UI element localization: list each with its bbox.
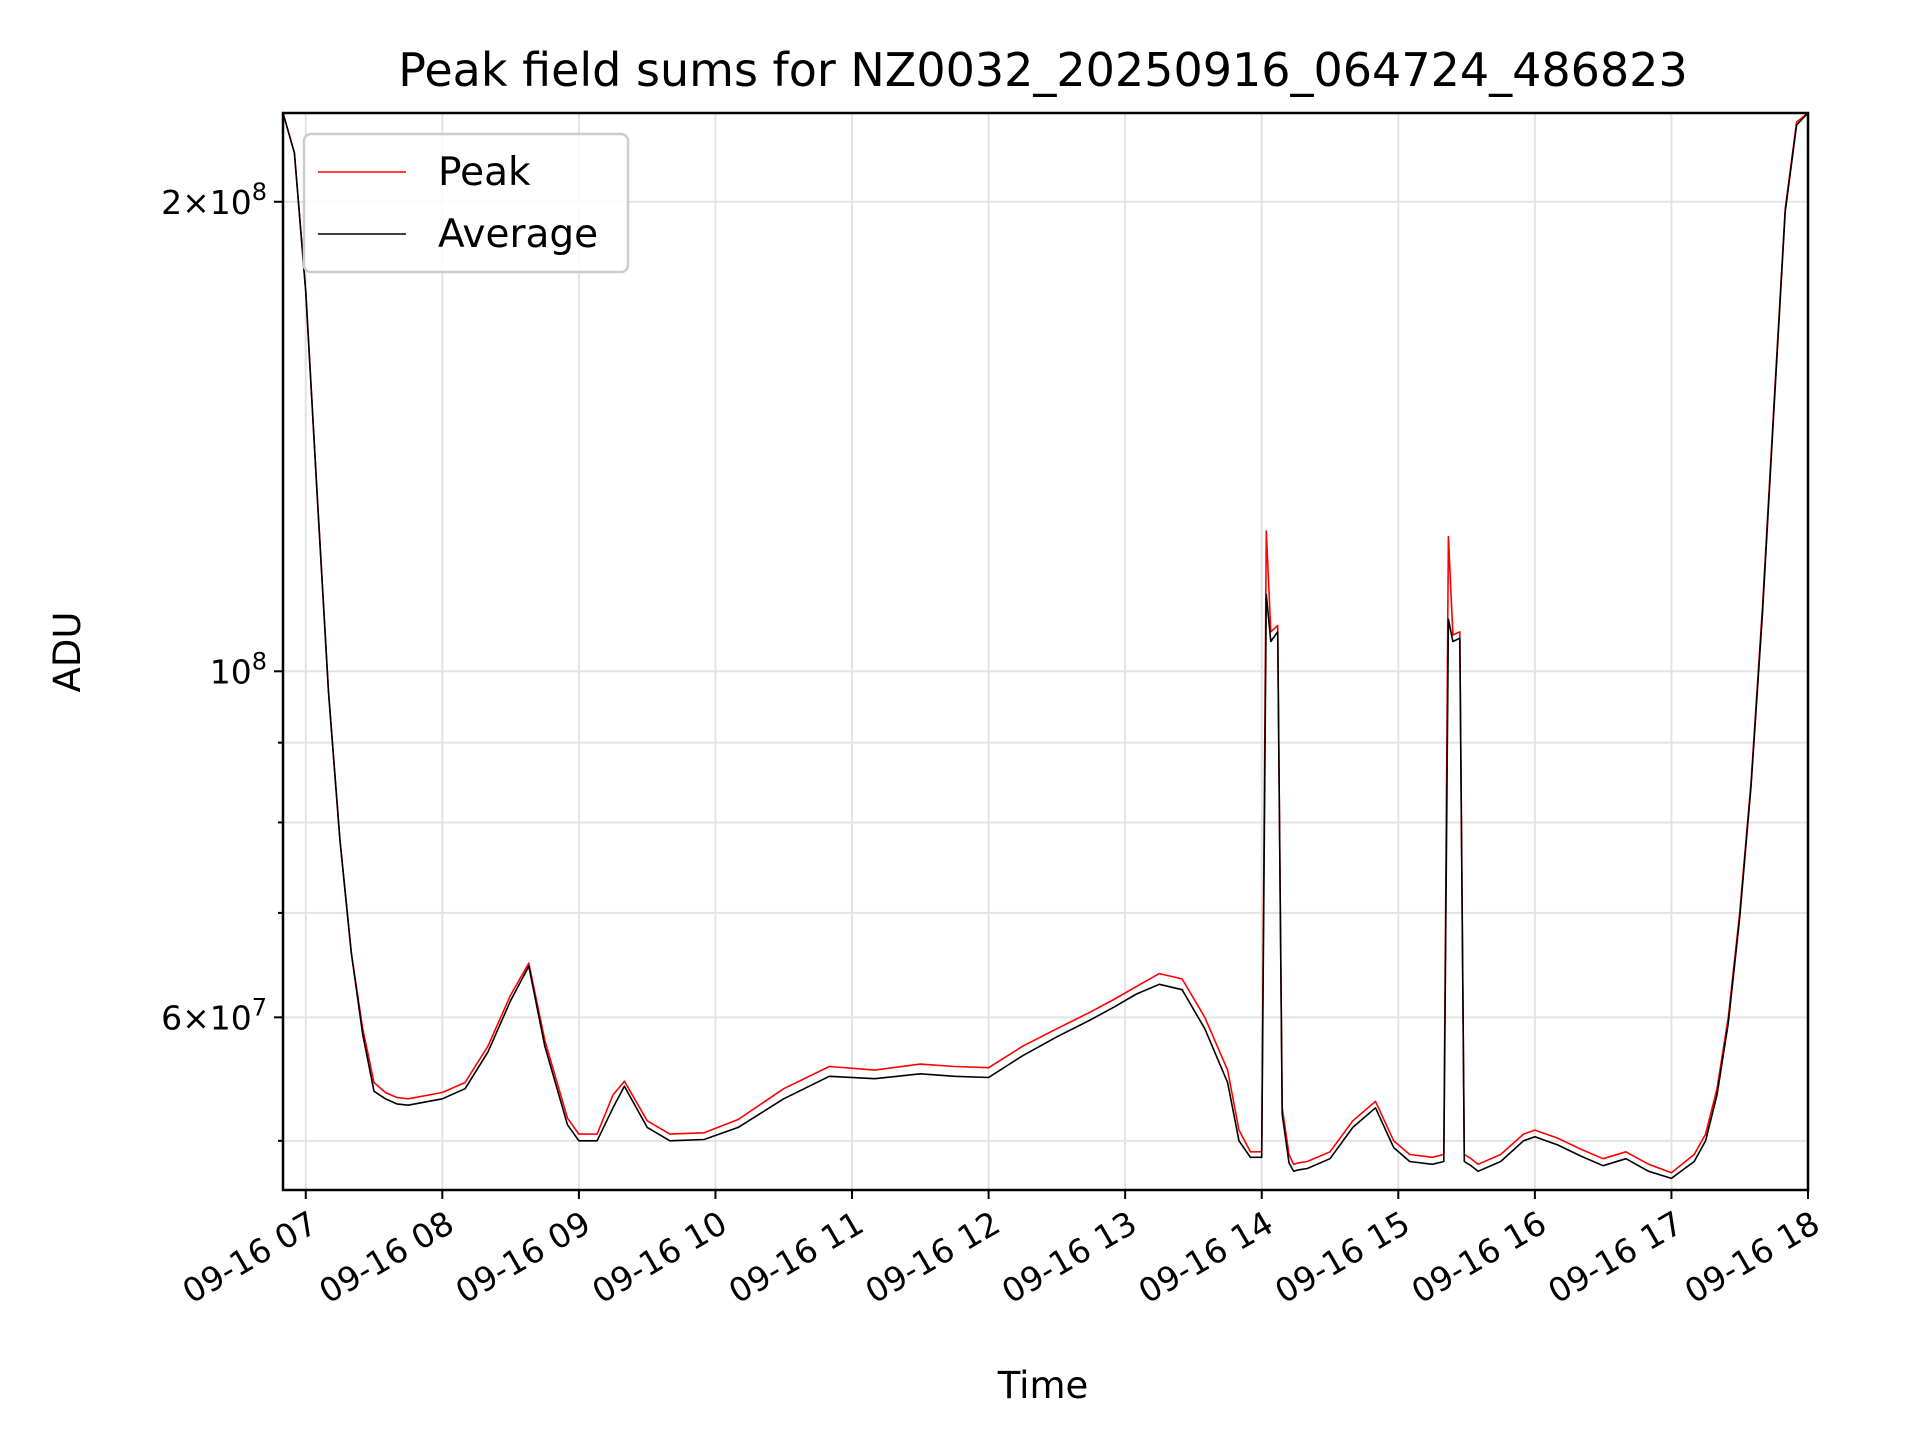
legend-label-peak: Peak: [438, 150, 531, 195]
series-layer: [283, 113, 1808, 1180]
y-axis-label: ADU: [46, 612, 89, 693]
x-axis-label: Time: [997, 1364, 1089, 1407]
legend-label-average: Average: [438, 212, 598, 257]
grid-layer: [283, 113, 1809, 1190]
y-tick-label: 2×108: [161, 178, 267, 222]
series-line-average: [283, 113, 1808, 1180]
plot-area-frame: [281, 111, 1810, 1192]
legend-box: [302, 132, 630, 274]
y-tick-label: 6×107: [161, 993, 267, 1037]
legend: Peak Average: [302, 132, 630, 274]
chart-title: Peak field sums for NZ0032_20250916_0647…: [398, 43, 1687, 97]
series-line-peak: [283, 113, 1808, 1174]
